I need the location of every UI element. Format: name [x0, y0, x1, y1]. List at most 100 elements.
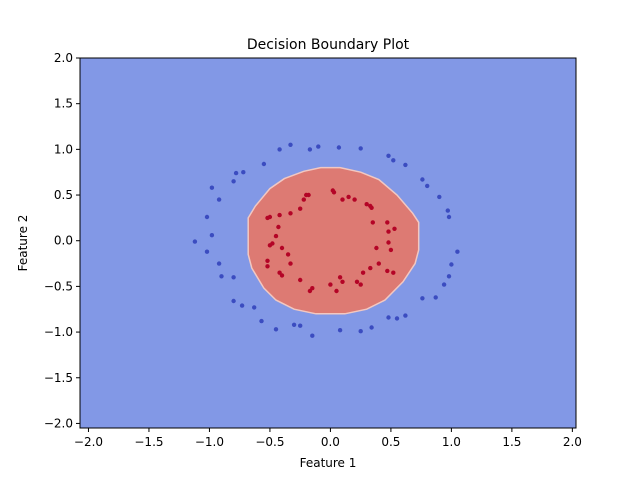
- outer-class-point: [358, 329, 363, 334]
- x-tick-label: 1.0: [442, 435, 461, 449]
- y-tick-label: 1.0: [54, 142, 73, 156]
- inner-class-point: [392, 226, 397, 231]
- inner-class-point: [331, 190, 337, 195]
- plot-area: [79, 57, 577, 429]
- outer-class-point: [433, 295, 438, 300]
- inner-class-point: [364, 202, 369, 207]
- inner-class-point: [385, 268, 390, 274]
- inner-class-point: [370, 220, 375, 225]
- inner-class-point: [385, 220, 390, 225]
- inner-class-point: [368, 265, 373, 271]
- x-tick-label: 0.0: [321, 435, 340, 449]
- outer-class-point: [369, 325, 374, 330]
- inner-class-point: [288, 211, 293, 216]
- outer-class-point: [386, 315, 391, 320]
- inner-class-point: [279, 245, 285, 251]
- inner-class-point: [298, 277, 303, 283]
- inner-class-point: [352, 197, 357, 202]
- inner-class-point: [337, 275, 343, 280]
- x-axis-label: Feature 1: [300, 456, 357, 470]
- x-tick-label: 2.0: [563, 435, 582, 449]
- outer-class-point: [231, 275, 236, 280]
- inner-class-point: [307, 288, 313, 294]
- outer-class-point: [403, 313, 408, 318]
- outer-class-point: [209, 185, 215, 190]
- outer-class-point: [216, 197, 222, 202]
- inner-class-point: [265, 258, 270, 263]
- outer-class-point: [446, 274, 452, 279]
- inner-class-point: [279, 273, 285, 278]
- x-tick-label: −1.0: [195, 435, 224, 449]
- inner-class-region: [247, 166, 420, 315]
- outer-class-point: [216, 261, 222, 266]
- outer-class-point: [446, 214, 452, 220]
- outer-class-point: [337, 328, 343, 333]
- outer-class-point: [241, 170, 246, 175]
- plot-frame: [79, 57, 577, 429]
- outer-class-point: [273, 327, 279, 332]
- outer-class-point: [252, 305, 257, 310]
- inner-class-point: [388, 247, 394, 253]
- inner-class-point: [306, 192, 311, 198]
- outer-class-point: [298, 323, 303, 328]
- outer-class-point: [231, 179, 236, 184]
- x-tick-label: 0.5: [381, 435, 400, 449]
- x-tick-label: −0.5: [255, 435, 284, 449]
- inner-class-point: [386, 229, 391, 234]
- outer-class-point: [336, 145, 342, 150]
- inner-class-point: [328, 282, 333, 287]
- inner-class-point: [374, 245, 379, 251]
- inner-class-point: [391, 270, 396, 275]
- inner-class-point: [340, 197, 345, 202]
- outer-class-point: [288, 142, 293, 147]
- outer-class-point: [386, 153, 391, 158]
- outer-class-point: [291, 322, 297, 327]
- outer-class-point: [394, 316, 400, 321]
- outer-class-points: [192, 142, 460, 338]
- inner-class-point: [285, 252, 291, 257]
- y-axis-label: Feature 2: [16, 215, 30, 272]
- outer-class-point: [204, 249, 210, 254]
- outer-class-point: [204, 214, 210, 220]
- inner-class-points: [265, 188, 397, 294]
- inner-class-point: [267, 243, 273, 248]
- inner-class-point: [334, 288, 339, 294]
- outer-class-point: [437, 194, 442, 200]
- chart-title: Decision Boundary Plot: [247, 37, 410, 53]
- x-tick-label: −1.5: [134, 435, 163, 449]
- outer-class-point: [455, 249, 460, 254]
- inner-class-point: [298, 206, 303, 211]
- outer-class-point: [259, 318, 264, 324]
- inner-class-point: [340, 279, 345, 284]
- inner-class-point: [273, 233, 279, 239]
- inner-class-point: [265, 215, 270, 221]
- y-axis-ticks: −2.0 −1.5 −1.0 −0.5 0.0 0.5 1.0 1.5 2.0: [44, 51, 80, 430]
- outer-class-point: [219, 274, 224, 279]
- outer-class-point: [261, 161, 267, 167]
- inner-class-point: [386, 240, 391, 245]
- y-tick-label: −1.0: [44, 325, 73, 339]
- outer-class-point: [391, 158, 396, 163]
- outer-class-point: [420, 177, 425, 182]
- outer-class-point: [441, 282, 447, 287]
- y-tick-label: −1.5: [44, 371, 73, 385]
- outer-class-point: [316, 144, 321, 149]
- inner-class-point: [276, 224, 281, 230]
- outer-class-point: [425, 183, 430, 189]
- outer-class-point: [192, 239, 198, 244]
- outer-class-point: [231, 298, 236, 304]
- y-tick-label: 0.5: [54, 188, 73, 202]
- inner-class-point: [301, 197, 306, 202]
- x-tick-label: −2.0: [74, 435, 103, 449]
- inner-class-point: [369, 205, 374, 210]
- y-tick-label: −0.5: [44, 279, 73, 293]
- inner-class-point: [265, 264, 270, 269]
- inner-class-point: [277, 212, 282, 218]
- y-tick-label: 2.0: [54, 51, 73, 65]
- x-tick-label: 1.5: [502, 435, 521, 449]
- outer-class-point: [233, 170, 239, 176]
- y-tick-label: 0.0: [54, 234, 73, 248]
- y-tick-label: 1.5: [54, 97, 73, 111]
- outer-class-point: [209, 233, 215, 238]
